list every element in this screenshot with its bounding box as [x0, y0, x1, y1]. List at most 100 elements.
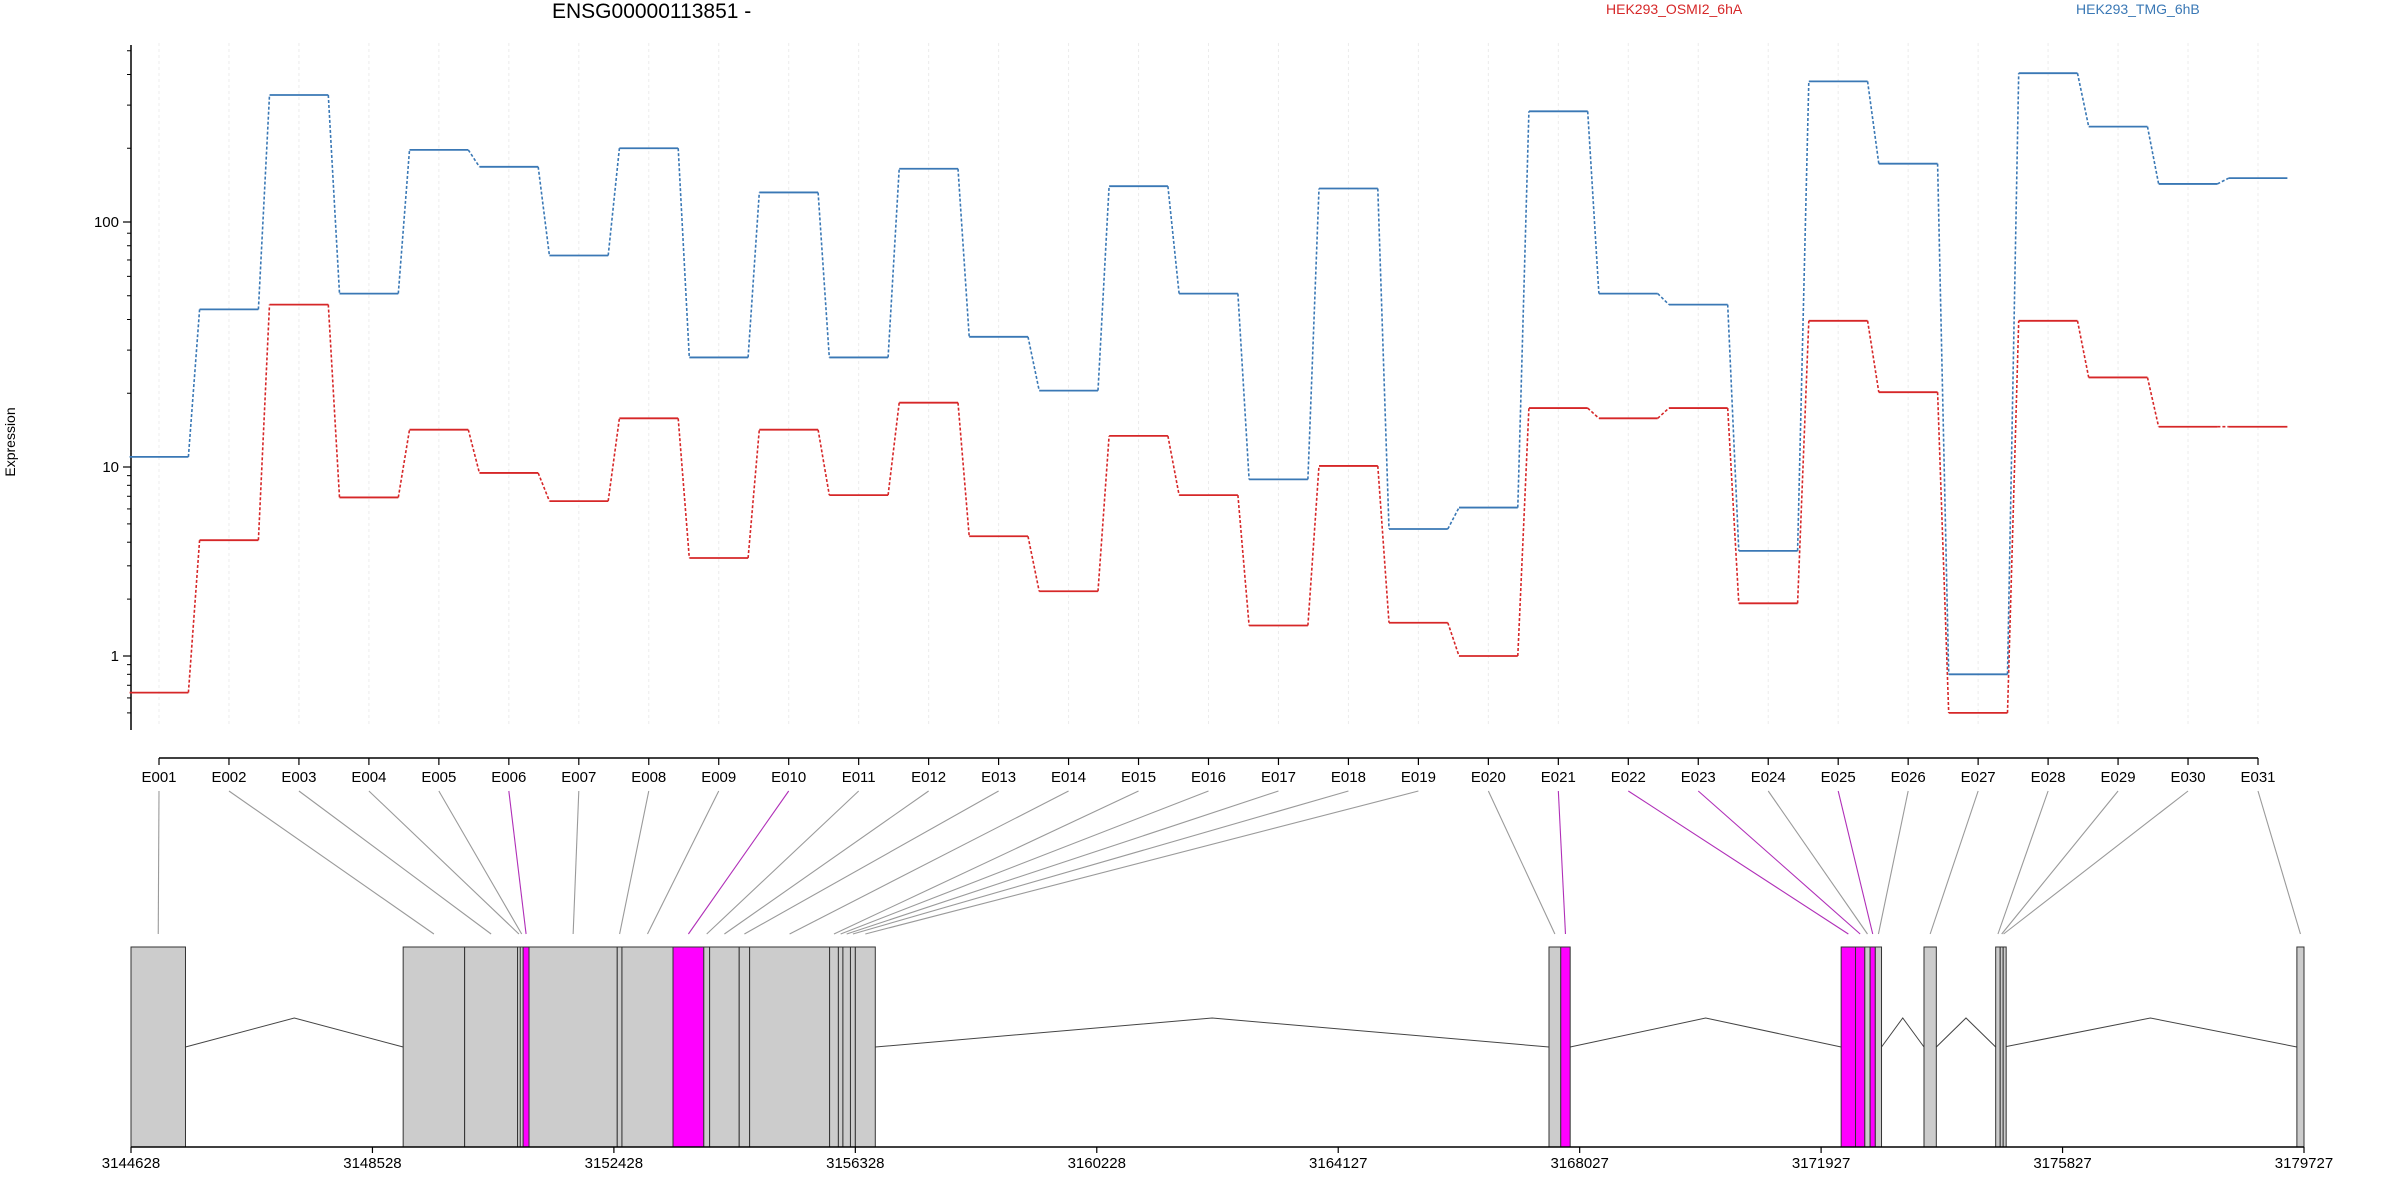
connector-E019: [865, 790, 1419, 935]
connector-E011: [706, 790, 860, 935]
exon-block-E021: [1560, 946, 1571, 1148]
exon-block-E024: [1864, 946, 1871, 1148]
plot-series: [129, 72, 2288, 714]
intron-3: [1881, 1017, 1925, 1048]
exon-label-E029: E029: [2101, 769, 2136, 786]
exon-label-E016: E016: [1191, 769, 1226, 786]
legend-series-osmi2: HEK293_OSMI2_6hA: [1606, 1, 1743, 17]
exon-label-E017: E017: [1261, 769, 1296, 786]
connector-E005: [438, 790, 523, 935]
genome-tick-label-0: 3144628: [102, 1155, 160, 1172]
exon-label-E019: E019: [1401, 769, 1436, 786]
connector-E018: [852, 790, 1349, 935]
exon-label-E021: E021: [1541, 769, 1576, 786]
plot-axes: 1 10 100: [94, 45, 132, 730]
exon-label-E002: E002: [211, 769, 246, 786]
exon-block-E010: [672, 946, 705, 1148]
connector-E013: [744, 790, 999, 935]
connector-E030: [2003, 790, 2189, 935]
exon-label-E012: E012: [911, 769, 946, 786]
exon-label-E031: E031: [2240, 769, 2275, 786]
exon-block-E002: [402, 946, 466, 1148]
connector-E025: [1837, 790, 1874, 935]
exon-connectors: [157, 790, 2301, 935]
series-connector-0: [187, 304, 2229, 713]
genome-tick-label-3: 3156328: [826, 1155, 884, 1172]
intron-0: [185, 1017, 404, 1048]
exon-block-E022: [1840, 946, 1857, 1148]
exon-label-E005: E005: [421, 769, 456, 786]
exon-block-E003: [464, 946, 519, 1148]
exon-block-E007: [528, 946, 618, 1148]
exon-block-E020: [1548, 946, 1562, 1148]
connector-E016: [840, 790, 1209, 935]
genome-tick-label-6: 3168027: [1550, 1155, 1608, 1172]
exon-block-E015: [829, 946, 839, 1148]
exon-label-E013: E013: [981, 769, 1016, 786]
exon-label-E024: E024: [1751, 769, 1786, 786]
genome-tick-label-9: 3179727: [2275, 1155, 2333, 1172]
y-tick-label-10: 10: [102, 459, 119, 476]
exon-label-E014: E014: [1051, 769, 1086, 786]
connector-E021: [1557, 790, 1567, 935]
intron-5: [2003, 1017, 2297, 1048]
chart-title: ENSG00000113851 -: [552, 0, 752, 23]
intron-4: [1935, 1017, 1997, 1048]
connector-E029: [2001, 790, 2119, 935]
exon-block-E012: [709, 946, 740, 1148]
connector-E007: [572, 790, 580, 935]
connector-E017: [846, 790, 1279, 935]
exon-label-E027: E027: [1961, 769, 1996, 786]
gene-model: [130, 946, 2305, 1148]
connector-E022: [1628, 790, 1849, 935]
genome-tick-label-1: 3148528: [343, 1155, 401, 1172]
intron-1: [875, 1017, 1550, 1048]
genome-tick-label-7: 3171927: [1792, 1155, 1850, 1172]
exon-label-E001: E001: [141, 769, 176, 786]
exon-block-E030: [2002, 946, 2007, 1148]
connector-E031: [2257, 790, 2301, 935]
connector-E008: [619, 790, 650, 935]
exon-block-E009: [621, 946, 674, 1148]
exon-label-E009: E009: [701, 769, 736, 786]
exon-label-E030: E030: [2171, 769, 2206, 786]
exon-block-E006: [522, 946, 530, 1148]
connector-E023: [1697, 790, 1861, 935]
connector-E004: [368, 790, 520, 935]
connector-E014: [789, 790, 1069, 935]
exon-label-E015: E015: [1121, 769, 1156, 786]
legend-series-tmg: HEK293_TMG_6hB: [2076, 1, 2200, 17]
exon-block-E017: [842, 946, 851, 1148]
y-tick-label-1: 1: [111, 648, 119, 665]
connector-E009: [646, 790, 720, 935]
exon-label-E020: E020: [1471, 769, 1506, 786]
exon-label-E011: E011: [842, 769, 876, 786]
exon-block-E028: [1995, 946, 2001, 1148]
exon-block-E023: [1855, 946, 1866, 1148]
exon-block-E014: [749, 946, 831, 1148]
exon-label-E025: E025: [1821, 769, 1856, 786]
exon-label-E023: E023: [1681, 769, 1716, 786]
exon-block-E018: [849, 946, 856, 1148]
exon-block-E025: [1869, 946, 1876, 1148]
exon-label-E006: E006: [491, 769, 526, 786]
connector-E010: [687, 790, 790, 935]
connector-E006: [508, 790, 527, 935]
exon-label-E022: E022: [1611, 769, 1646, 786]
connector-E020: [1487, 790, 1556, 935]
exon-label-E007: E007: [561, 769, 596, 786]
exon-axis: E001 E002 E003 E004 E005 E006 E007 E008 E009 E010…: [141, 757, 2276, 786]
intron-2: [1570, 1017, 1842, 1048]
genome-tick-label-2: 3152428: [585, 1155, 643, 1172]
connector-E003: [298, 790, 492, 935]
exon-label-E010: E010: [771, 769, 806, 786]
exon-block-E008: [616, 946, 623, 1148]
connector-E002: [228, 790, 435, 935]
exon-block-E026: [1874, 946, 1883, 1148]
plot-gridlines: [158, 43, 2259, 724]
exon-block-E027: [1923, 946, 1937, 1148]
genome-tick-label-5: 3164127: [1309, 1155, 1367, 1172]
connector-E026: [1877, 790, 1909, 935]
genome-tick-label-4: 3160228: [1068, 1155, 1126, 1172]
